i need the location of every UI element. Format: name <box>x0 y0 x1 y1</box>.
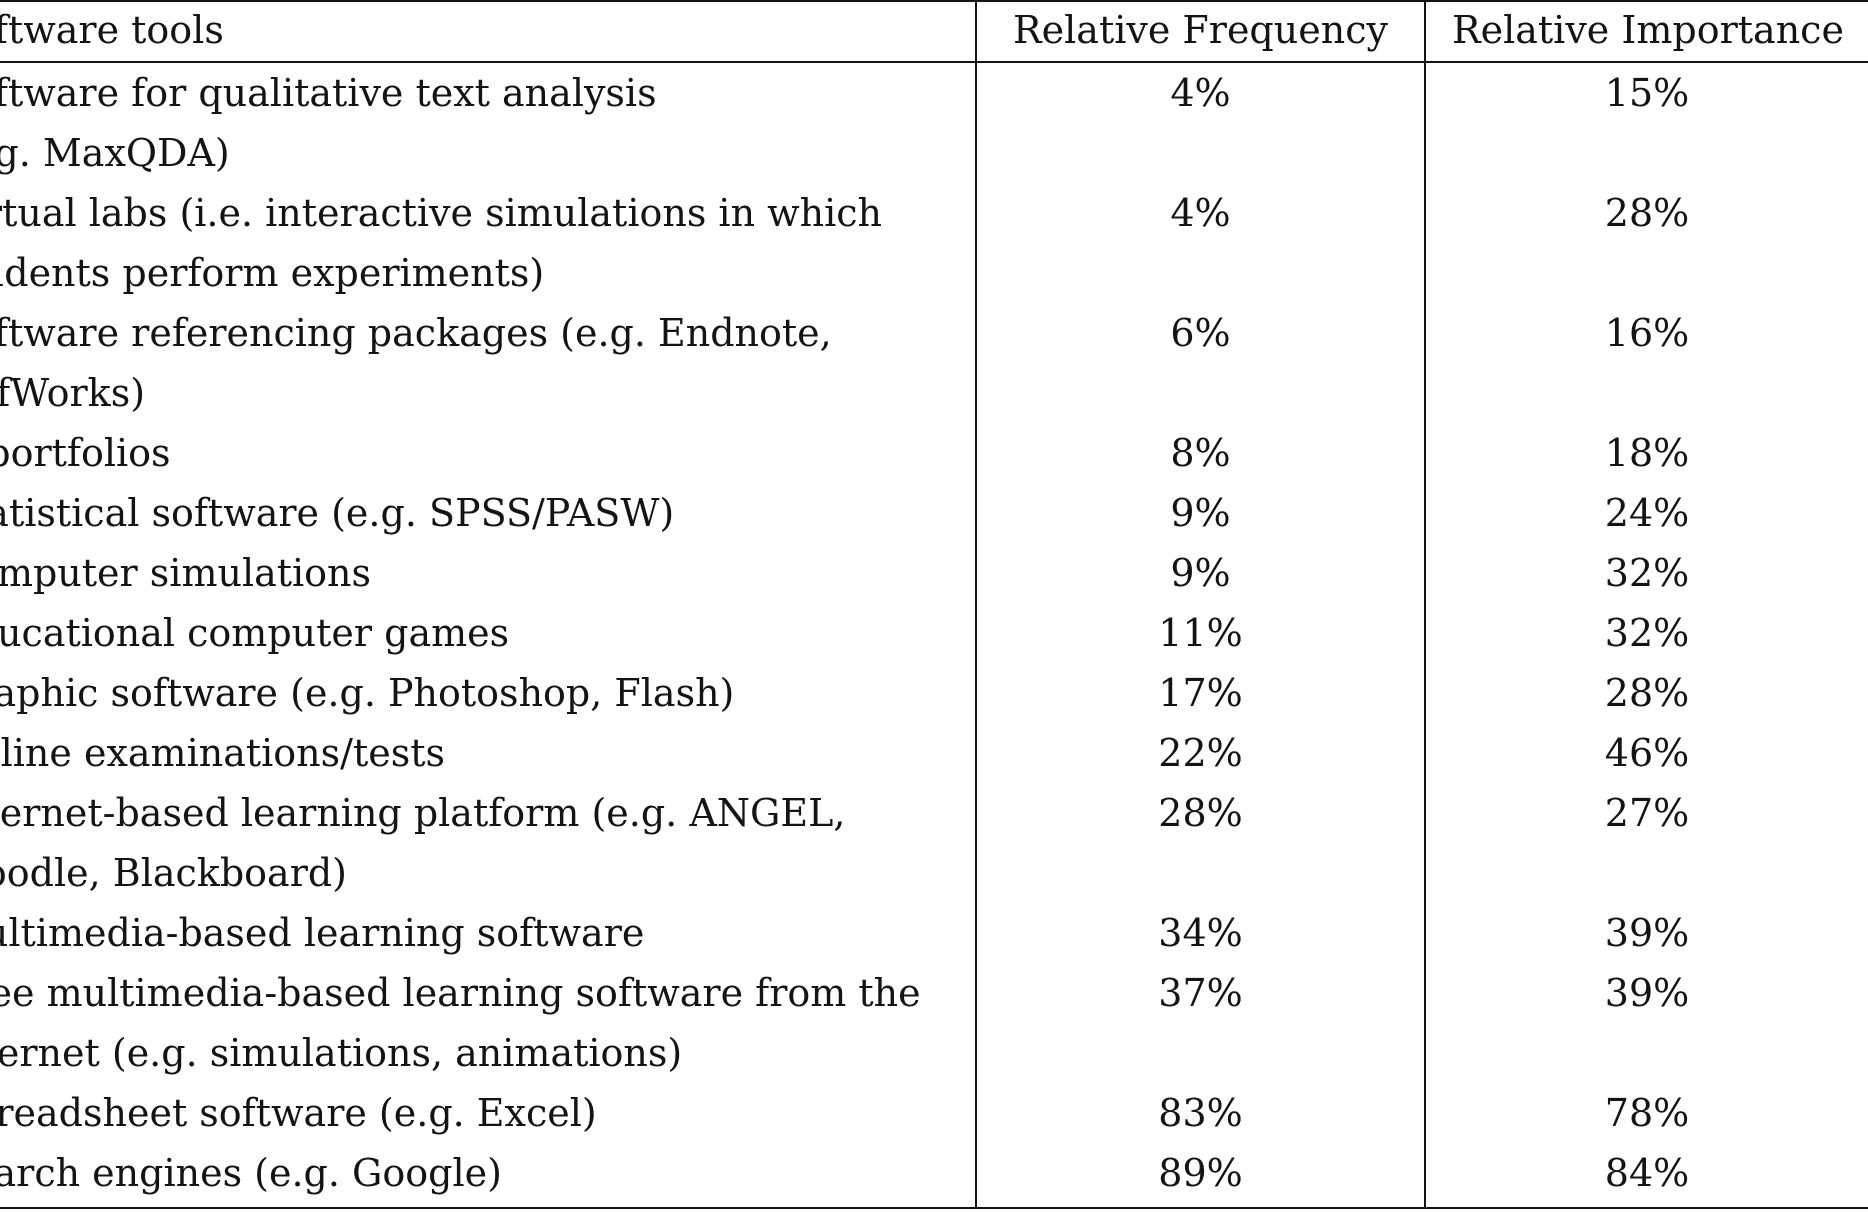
relative-frequency-value: 28% <box>1158 791 1243 835</box>
tool-name: Software for qualitative text analysis <box>0 71 657 115</box>
relative-importance-value: 32% <box>1604 551 1690 595</box>
relative-importance-value: 28% <box>1604 671 1690 715</box>
relative-importance-value: 46% <box>1604 731 1690 775</box>
header-relative-frequency: Relative Frequency <box>1013 8 1388 52</box>
relative-importance-value: 28% <box>1604 191 1690 235</box>
relative-importance-value: 32% <box>1604 611 1690 655</box>
relative-frequency-value: 9% <box>1170 551 1231 595</box>
tool-name: Internet-based learning platform (e.g. A… <box>0 791 846 835</box>
tool-name: internet (e.g. simulations, animations) <box>0 1031 683 1075</box>
relative-importance-value: 18% <box>1604 431 1690 475</box>
column-divider-1 <box>975 0 977 1209</box>
relative-importance-value: 24% <box>1604 491 1690 535</box>
header-relative-importance: Relative Importance <box>1452 8 1844 52</box>
relative-importance-value: 15% <box>1604 71 1690 115</box>
tool-name: Statistical software (e.g. SPSS/PASW) <box>0 491 675 535</box>
tool-name: Software referencing packages (e.g. Endn… <box>0 311 832 355</box>
relative-frequency-value: 9% <box>1170 491 1231 535</box>
tool-name: Moodle, Blackboard) <box>0 851 348 895</box>
tool-name: (e.g. MaxQDA) <box>0 131 230 175</box>
relative-frequency-value: 4% <box>1170 71 1231 115</box>
relative-frequency-value: 6% <box>1170 311 1231 355</box>
relative-importance-value: 39% <box>1604 911 1690 955</box>
tool-name: Multimedia-based learning software <box>0 911 645 955</box>
relative-frequency-value: 34% <box>1158 911 1243 955</box>
header-rule <box>0 61 1868 63</box>
relative-importance-value: 27% <box>1604 791 1690 835</box>
tool-name: Virtual labs (i.e. interactive simulatio… <box>0 191 883 235</box>
relative-importance-value: 84% <box>1604 1151 1690 1195</box>
tool-name: students perform experiments) <box>0 251 545 295</box>
relative-frequency-value: 8% <box>1170 431 1231 475</box>
tool-name: Computer simulations <box>0 551 372 595</box>
tool-name: E-portfolios <box>0 431 171 475</box>
relative-frequency-value: 11% <box>1158 611 1243 655</box>
relative-frequency-value: 22% <box>1158 731 1243 775</box>
relative-importance-value: 78% <box>1604 1091 1690 1135</box>
table-bottom-rule <box>0 1207 1868 1209</box>
table-top-rule <box>0 0 1868 2</box>
tool-name: Graphic software (e.g. Photoshop, Flash) <box>0 671 735 715</box>
relative-frequency-value: 4% <box>1170 191 1231 235</box>
tool-name: RefWorks) <box>0 371 146 415</box>
relative-importance-value: 16% <box>1604 311 1690 355</box>
header-software-tools: Software tools <box>0 8 224 52</box>
relative-frequency-value: 17% <box>1158 671 1243 715</box>
relative-importance-value: 39% <box>1604 971 1690 1015</box>
tool-name: Educational computer games <box>0 611 510 655</box>
relative-frequency-value: 37% <box>1158 971 1243 1015</box>
column-divider-2 <box>1424 0 1426 1209</box>
tool-name: Free multimedia-based learning software … <box>0 971 921 1015</box>
tool-name: Online examinations/tests <box>0 731 445 775</box>
relative-frequency-value: 83% <box>1158 1091 1243 1135</box>
tool-name: Spreadsheet software (e.g. Excel) <box>0 1091 597 1135</box>
tool-name: Search engines (e.g. Google) <box>0 1151 502 1195</box>
relative-frequency-value: 89% <box>1158 1151 1243 1195</box>
